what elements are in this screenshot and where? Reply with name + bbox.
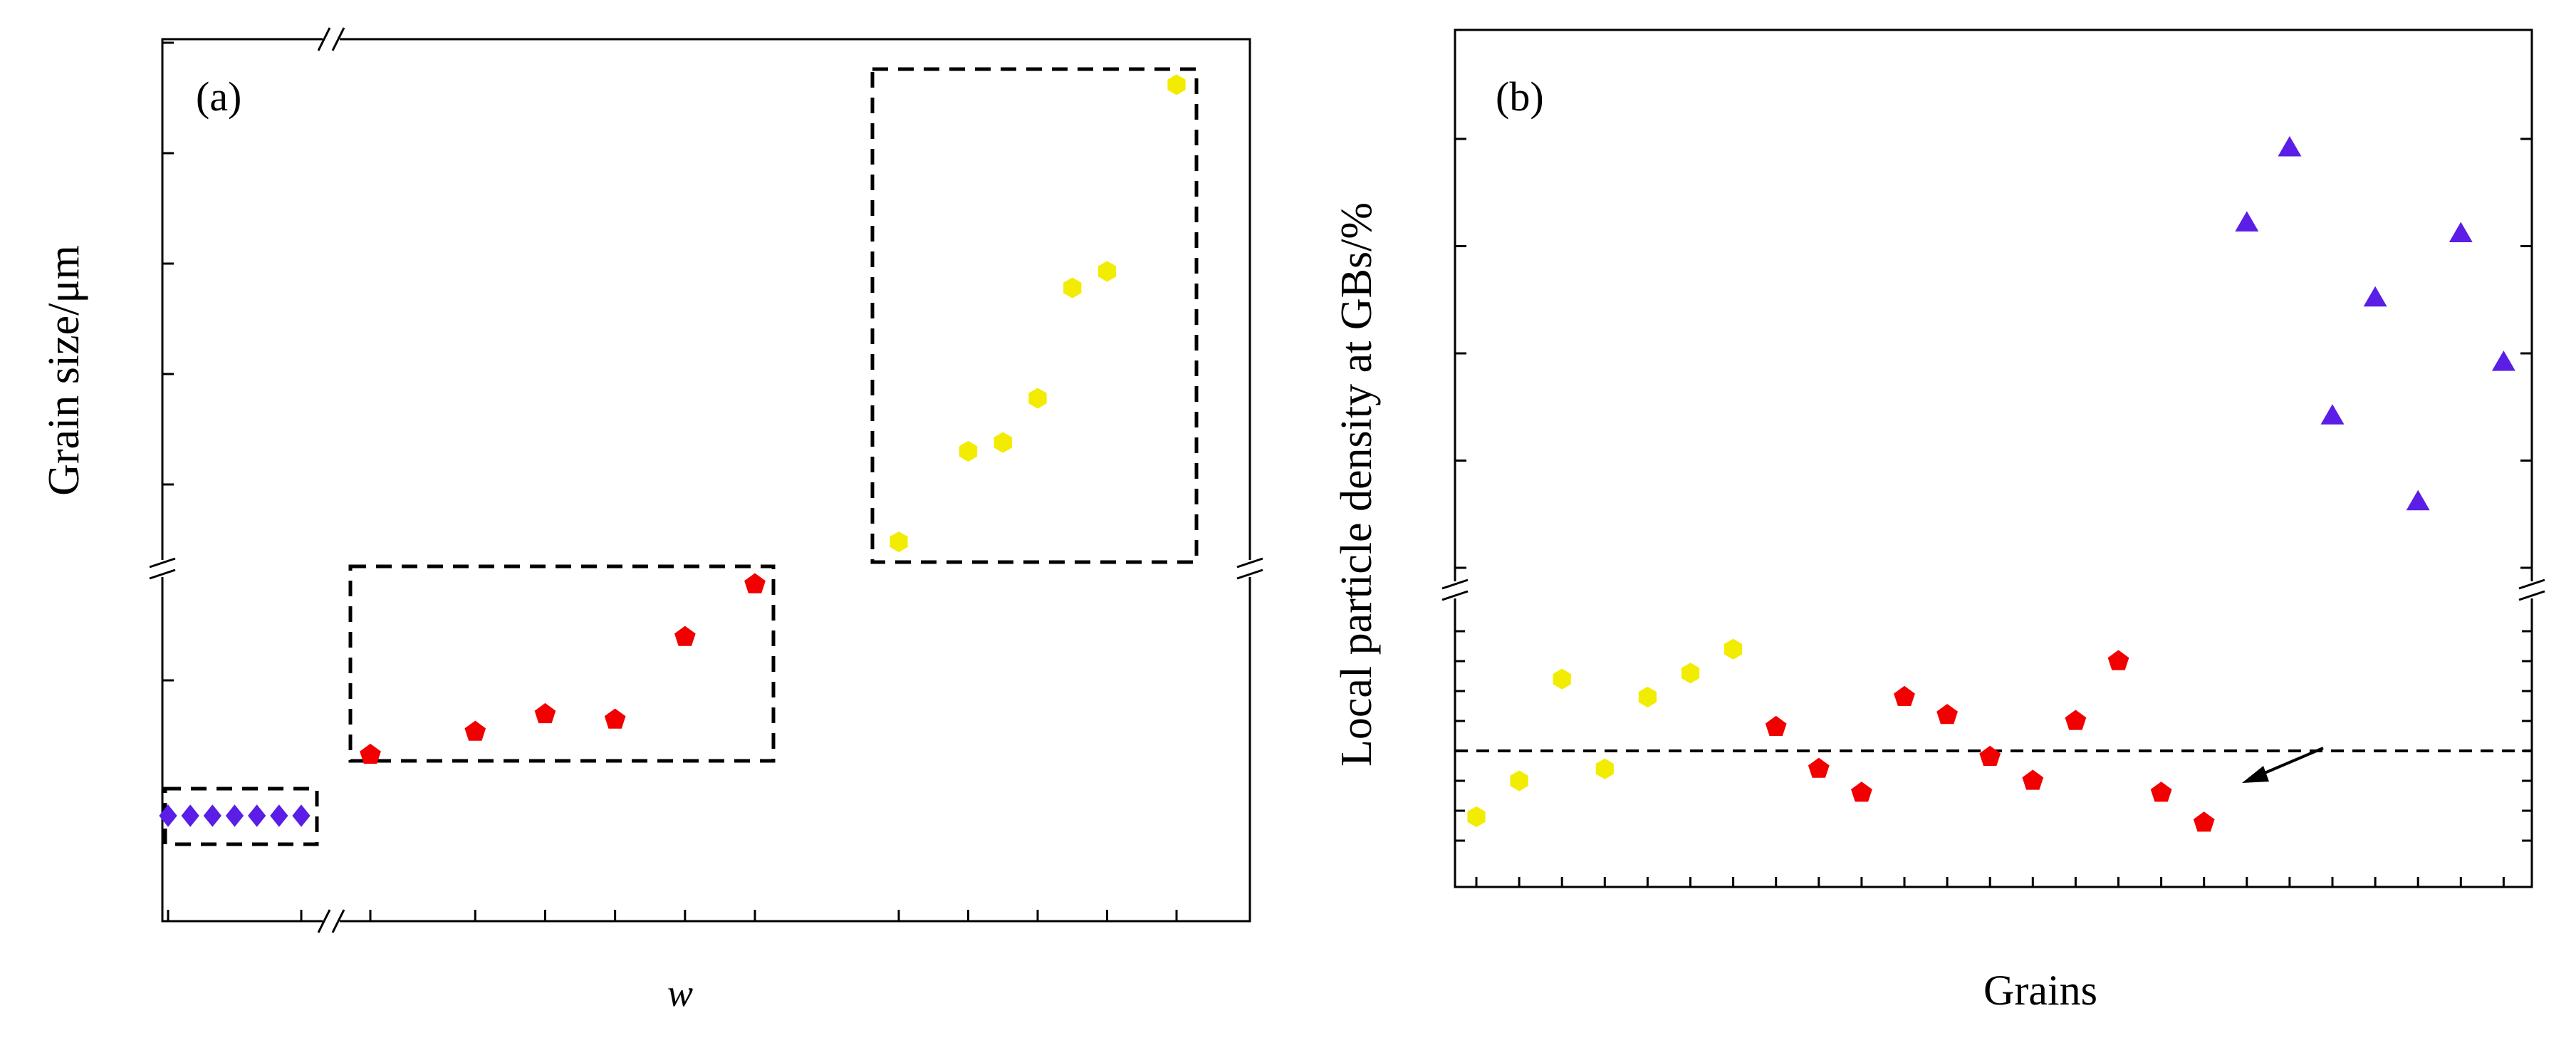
panel-b-triangle-point xyxy=(2320,404,2345,425)
panel-b-triangle-point xyxy=(2406,489,2430,511)
panel-a-x-break-top-slash-2 xyxy=(331,27,345,51)
panel-a-hexagon-point xyxy=(959,440,978,462)
panel-a-axis-breaks xyxy=(149,27,1263,933)
panel-b-y-break-left-slash-2 xyxy=(1441,590,1469,601)
panel-b-y-break-right-slash-1 xyxy=(2518,578,2545,590)
panel-b-y-break-left-slash-1 xyxy=(1441,578,1469,590)
panel-b-pentagon-point xyxy=(1808,757,1830,778)
panel-a-diamond-point xyxy=(203,804,221,827)
average-arrow-line xyxy=(2256,747,2324,778)
panel-b-triangle-point xyxy=(2449,222,2473,242)
panel-b-triangle-point xyxy=(2278,136,2302,157)
panel-a-y-break-right-slash-1 xyxy=(1236,557,1263,569)
panel-a-pentagon-point xyxy=(744,573,766,593)
panel-a-y-axis-label: Grain size/μm xyxy=(40,245,88,496)
panel-a-frame xyxy=(161,38,1251,923)
panel-a-x-break-top-slash-1 xyxy=(317,27,331,51)
panel-a-pentagon-point xyxy=(674,626,696,646)
panel-a-diamond-point xyxy=(270,804,288,827)
panel-a-diamond-point xyxy=(225,804,244,827)
panel-a-diamond-point xyxy=(292,804,311,827)
panel-a-points xyxy=(159,74,1186,827)
panel-b-pentagon-point xyxy=(2150,782,2172,802)
huge-grains-box xyxy=(870,67,1199,564)
panel-a-pentagon-point xyxy=(534,702,556,724)
panel-b-y-break-right-slash-2 xyxy=(2518,590,2545,601)
panel-b-label: (b) xyxy=(1496,73,1544,120)
panel-b-pentagon-point xyxy=(2107,650,2129,670)
panel-b-pentagon-point xyxy=(2022,769,2044,790)
panel-a-diamond-point xyxy=(159,804,177,827)
panel-a-label: (a) xyxy=(196,73,241,120)
panel-b-hexagon-point xyxy=(1724,638,1743,660)
isolated-island-grains-box xyxy=(348,564,776,763)
panel-a-y-break-left-slash-1 xyxy=(149,557,176,569)
panel-b-hexagon-point xyxy=(1638,686,1657,707)
panel-b-triangle-point xyxy=(2363,286,2387,307)
panel-b: (b) Local particle density at GBs/% Grai… xyxy=(1333,28,2545,1014)
panel-b-hexagon-point xyxy=(1681,663,1700,684)
panel-b-hexagon-point xyxy=(1467,806,1486,827)
panel-b-triangle-point xyxy=(2235,211,2259,232)
panel-b-ticks xyxy=(1455,137,2532,887)
panel-b-axis-breaks xyxy=(1441,578,2545,601)
panel-a-hexagon-point xyxy=(890,531,908,553)
panel-b-hexagon-point xyxy=(1595,758,1614,779)
panel-a-hexagon-point xyxy=(1167,74,1186,95)
panel-a-y-break-right-slash-2 xyxy=(1236,569,1263,580)
panel-b-hexagon-point xyxy=(1510,770,1528,792)
panel-a-diamond-point xyxy=(181,804,199,827)
panel-b-x-axis-label: Grains xyxy=(1983,967,2097,1014)
average-arrow-head xyxy=(2242,766,2269,783)
panel-a-pentagon-point xyxy=(604,708,626,729)
panel-a: (a) Grain size/μm w xyxy=(40,27,1263,1014)
panel-a-y-break-left-slash-2 xyxy=(149,569,176,580)
panel-a-group-boxes xyxy=(163,67,1199,846)
panel-a-x-axis-label: w xyxy=(667,972,693,1014)
panel-a-x-break-bottom-slash-2 xyxy=(331,909,345,933)
panel-a-pentagon-point xyxy=(464,720,486,741)
panel-a-pentagon-point xyxy=(360,743,381,764)
panel-a-hexagon-point xyxy=(1028,388,1047,409)
panel-b-pentagon-point xyxy=(1979,745,2001,766)
panel-b-triangle-point xyxy=(2491,351,2515,371)
panel-b-points xyxy=(1467,136,2515,832)
panel-a-x-break-bottom-slash-1 xyxy=(317,909,331,933)
panel-a-hexagon-point xyxy=(1097,261,1117,282)
panel-b-pentagon-point xyxy=(1894,685,1915,706)
panel-a-hexagon-point xyxy=(1063,277,1082,299)
panel-b-pentagon-point xyxy=(1936,703,1958,725)
panel-a-ticks xyxy=(162,41,1178,921)
panel-b-pentagon-point xyxy=(2065,710,2087,730)
panel-a-diamond-point xyxy=(248,804,266,827)
panel-a-hexagon-point xyxy=(994,432,1012,453)
panel-b-y-axis-label: Local particle density at GBs/% xyxy=(1333,202,1381,767)
panel-b-frame xyxy=(1454,28,2533,888)
panel-b-pentagon-point xyxy=(1851,782,1872,802)
panel-b-pentagon-point xyxy=(1765,715,1787,736)
panel-b-pentagon-point xyxy=(2193,811,2215,832)
panel-b-hexagon-point xyxy=(1553,668,1571,690)
